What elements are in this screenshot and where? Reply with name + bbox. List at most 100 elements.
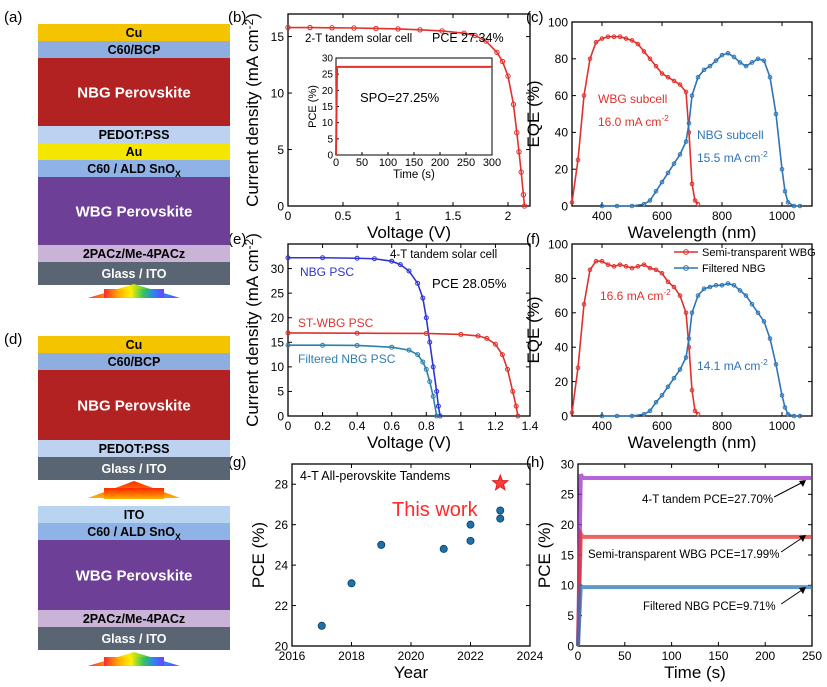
jv-filtered-nbg-point: [285, 342, 291, 348]
eqe-nbg-2t-point: [743, 63, 749, 69]
x-tick-label: 2024: [517, 649, 544, 663]
jv-st-wbg-point: [285, 330, 291, 336]
jv-2t-point: [417, 27, 423, 33]
eqe-st-wbg-point: [659, 270, 665, 276]
x-tick-label: 250: [802, 649, 822, 663]
inset-y-tick-label: 5: [327, 134, 333, 145]
y-axis-label: Current density (mA cm-2): [242, 233, 262, 427]
inset-x-tick-label: 150: [405, 157, 423, 169]
eqe-nbg-2t-point: [731, 54, 737, 60]
jv-st-wbg-point: [475, 333, 481, 339]
inset-y-tick-label: 15: [322, 102, 334, 113]
layer-d-top-1: [38, 353, 230, 370]
eqe-nbg-2t-point: [686, 120, 692, 126]
plot-frame: [291, 463, 531, 647]
eqe-filtered-nbg-point: [782, 405, 788, 410]
layer-d-top-3: [38, 440, 230, 457]
jv-filtered-nbg-point: [420, 359, 426, 365]
jv-2t-point: [499, 58, 506, 65]
eqe-wbg-2t-point: [647, 56, 653, 62]
layer-d-bot-3: [38, 610, 230, 627]
jv-2t-point: [518, 169, 524, 175]
eqe-st-wbg-point: [629, 265, 635, 271]
layer-a-6: [38, 177, 230, 245]
x-tick-label: 800: [712, 209, 732, 223]
x-tick-label: 1.2: [487, 419, 504, 433]
inset-frame: [335, 57, 493, 156]
chart-g-title: 4-T All-perovskite Tandems: [300, 469, 450, 483]
jv-filtered-nbg-point: [423, 366, 429, 372]
x-tick-label: 1000: [769, 209, 796, 223]
chart-b-pce: PCE 27.34%: [432, 31, 504, 45]
y-tick-label: 40: [555, 341, 569, 355]
eqe-st-wbg-point: [689, 387, 695, 393]
x-tick-label: 150: [708, 649, 728, 663]
eqe-nbg-2t-point: [614, 203, 620, 209]
eqe-nbg-2t-point: [647, 198, 653, 203]
y-tick-label: 100: [548, 15, 568, 29]
eqe-wbg-2t-point: [683, 89, 689, 95]
jv-nbg-point: [397, 262, 403, 268]
jv-filtered-nbg-point: [415, 352, 421, 358]
x-tick-label: 0: [285, 209, 292, 223]
jv-st-wbg-point: [515, 413, 521, 419]
legend-swatch-marker: [683, 265, 689, 271]
annotation-arrow: [773, 480, 806, 498]
eqe-st-wbg-point: [599, 258, 605, 264]
eqe-filtered-nbg-point: [689, 310, 695, 316]
eqe-st-wbg-point: [569, 410, 575, 415]
jv-2t-point: [521, 203, 528, 209]
x-tick-label: 2: [505, 209, 512, 223]
x-axis-label: Voltage (V): [367, 433, 451, 452]
y-tick-label: 15: [271, 336, 285, 350]
eqe-filtered-nbg-point: [629, 413, 635, 419]
inset-x-label: Time (s): [393, 169, 435, 181]
chart-b-title: 2-T tandem solar cell: [305, 33, 412, 45]
eqe-nbg-2t-point: [653, 188, 659, 194]
layer-a-3: [38, 126, 230, 143]
eqe-nbg-2t-point: [629, 203, 635, 209]
eqe-st-wbg-point: [695, 411, 701, 417]
layer-d-bot-0: [38, 506, 230, 523]
y-axis-label: PCE (%): [535, 522, 554, 588]
eqe-st-wbg-point: [587, 267, 593, 273]
eqe-st-wbg-point: [593, 258, 599, 264]
eqe-nbg-2t-point: [725, 50, 731, 56]
y-tick-label: 15: [271, 30, 285, 44]
jv-st-wbg-point: [423, 330, 429, 336]
eqe-wbg-2t-point: [569, 200, 575, 205]
jv-filtered-nbg-line: [288, 344, 438, 417]
eqe-nbg-2t-point: [677, 152, 683, 157]
inset-x-tick-label: 0: [333, 157, 339, 169]
inset-spo-value: SPO=27.25%: [360, 90, 440, 105]
chart-f-wbg-jsc: 16.6 mA cm-2: [600, 287, 671, 303]
eqe-nbg-2t-point: [665, 170, 671, 176]
eqe-filtered-nbg-point: [614, 413, 620, 419]
eqe-wbg-2t-point: [677, 82, 683, 87]
layer-d-bot-2: [38, 540, 230, 610]
eqe-wbg-2t-point: [653, 63, 659, 69]
inset-x-tick-label: 50: [356, 157, 368, 169]
mpp-track-2: [576, 582, 812, 647]
jv-filtered-nbg-point: [320, 342, 326, 348]
y-tick-label: 60: [555, 89, 569, 103]
y-tick-label: 28: [275, 478, 289, 492]
y-tick-label: 5: [567, 609, 574, 623]
layer-d-top-2: [38, 370, 230, 440]
scatter-point: [377, 540, 386, 549]
device-stacks: Cu C60/BCP NBG Perovskite PEDOT:PSS Au C60 / …: [38, 24, 230, 650]
inset-y-tick-label: 10: [322, 118, 334, 129]
jv-2t-point: [514, 129, 520, 136]
layer-d-bot-1: [38, 523, 230, 540]
eqe-filtered-nbg-point: [707, 284, 713, 290]
jv-2t-point: [307, 24, 313, 31]
layer-a-2: [38, 58, 230, 126]
eqe-filtered-nbg-point: [791, 413, 797, 419]
eqe-wbg-2t-point: [587, 56, 593, 62]
chart-c-nbg-label: NBG subcell: [697, 128, 764, 142]
jv-2t-point: [505, 73, 511, 79]
chart-e-filtered-label: Filtered NBG PSC: [298, 352, 396, 366]
inset-spo: 0 50 100 150 200 250 300 0 5 10 15 20 25 30 Time (s) PC…: [307, 54, 501, 182]
